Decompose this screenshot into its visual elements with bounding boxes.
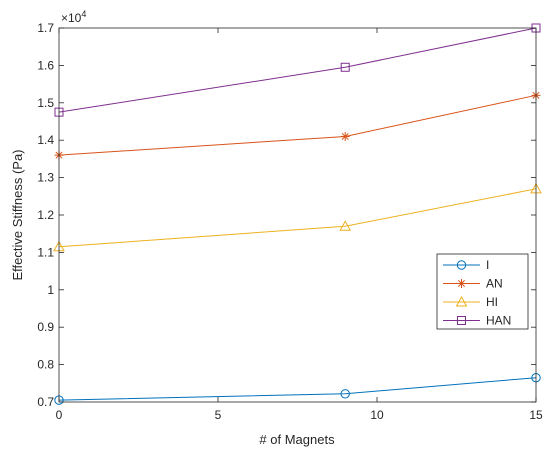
series-line (58, 27, 537, 113)
y-tick-label: 0.7 (37, 395, 54, 409)
y-axis-ticks: 0.7 0.8 0.9 1 1.1 1.2 1.3 1.4 1.5 1.6 1.7 (37, 21, 536, 409)
x-tick-label: 0 (56, 408, 63, 422)
legend-swatch-marker (455, 295, 468, 307)
series-line (58, 188, 537, 248)
y-tick-label: 1.4 (37, 133, 54, 147)
data-point (340, 131, 350, 141)
y-tick-label: 0.8 (37, 358, 54, 372)
legend-entry-hi: HI (443, 295, 498, 309)
legend-box (436, 253, 529, 330)
y-axis-multiplier-base: ×10 (61, 11, 82, 25)
plot-background (59, 28, 536, 402)
x-tick-label: 5 (215, 408, 222, 422)
plot-frame (58, 27, 537, 403)
data-point (340, 62, 350, 72)
legend-entry-han: HAN (443, 314, 511, 328)
y-axis-multiplier: ×104 (61, 9, 86, 25)
x-tick-label: 10 (370, 408, 384, 422)
legend-label: HI (486, 295, 498, 309)
y-tick-label: 1.6 (37, 58, 54, 72)
legend: I AN HI HAN (436, 253, 529, 330)
y-tick-label: 1.5 (37, 96, 54, 110)
series-line (58, 377, 537, 401)
y-tick-label: 1.7 (37, 21, 54, 35)
legend-swatch-marker (457, 316, 466, 325)
legend-swatch-marker (457, 279, 466, 288)
data-point (339, 220, 352, 231)
data-point (340, 389, 350, 399)
y-axis-multiplier-exponent: 4 (81, 9, 86, 19)
x-axis-label: # of Magnets (259, 432, 335, 447)
y-tick-label: 0.9 (37, 320, 54, 334)
x-axis-ticks: 0 5 10 15 (56, 28, 543, 422)
legend-label: AN (486, 277, 503, 291)
y-tick-label: 1 (47, 283, 54, 297)
x-tick-label: 15 (529, 408, 543, 422)
legend-swatch-marker (456, 260, 467, 270)
legend-label: I (486, 258, 489, 272)
series-layer (53, 23, 542, 405)
y-axis-label: Effective Stiffness (Pa) (10, 149, 25, 280)
y-tick-label: 1.1 (37, 245, 54, 259)
legend-label: HAN (486, 314, 511, 328)
y-tick-label: 1.2 (37, 208, 54, 222)
y-tick-label: 1.3 (37, 171, 54, 185)
legend-entry-an: AN (443, 277, 503, 291)
legend-entry-i: I (443, 258, 489, 272)
